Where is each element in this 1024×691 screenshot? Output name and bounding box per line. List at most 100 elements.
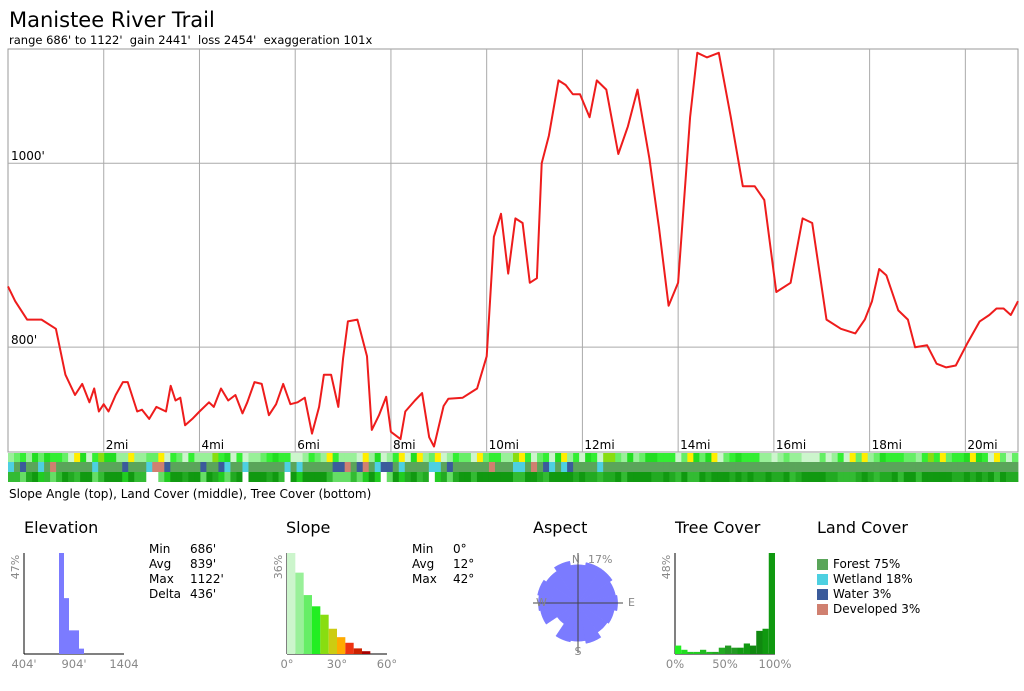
tree-cover-strip-cell: [194, 472, 201, 482]
x-tick-label: 20mi: [967, 438, 997, 452]
tree-cover-strip-cell: [8, 472, 15, 482]
stat-value: 1122': [190, 572, 224, 586]
land-cover-strip-cell: [8, 462, 15, 472]
land-cover-strip-cell: [182, 462, 189, 472]
tree-cover-strip-cell: [290, 472, 297, 482]
slope-strip-cell: [777, 453, 784, 462]
tree-cover-strip-cell: [260, 472, 267, 482]
slope-strip-cell: [957, 453, 965, 462]
land-cover-strip-cell: [134, 462, 141, 472]
slope-strip-cell: [428, 453, 436, 462]
land-cover-strip-cell: [104, 462, 111, 472]
slope-strip-cell: [332, 453, 340, 462]
slope-strip-cell: [38, 453, 45, 462]
land-cover-strip-cell: [20, 462, 27, 472]
tree-cover-strip-cell: [783, 472, 790, 482]
hist-x-tick-label: 0%: [666, 657, 684, 671]
slope-strip-cell: [488, 453, 496, 462]
slope-strip-cell: [945, 453, 953, 462]
slope-strip-cell: [272, 453, 279, 462]
tree-cover-strip-cell: [939, 472, 947, 482]
tree-cover-strip-cell: [849, 472, 857, 482]
slope-strip-cell: [110, 453, 117, 462]
slope-strip-cell: [422, 453, 430, 462]
slope-strip-cell: [1011, 453, 1019, 462]
tree-cover-strip-cell: [488, 472, 496, 482]
slope-strip-cell: [915, 453, 923, 462]
land-cover-strip-cell: [218, 462, 225, 472]
land-cover-strip-cell: [549, 462, 556, 472]
tree-cover-strip-cell: [801, 472, 808, 482]
land-cover-strip-cell: [188, 462, 195, 472]
land-cover-strip-cell: [68, 462, 75, 472]
land-cover-strip-cell: [975, 462, 983, 472]
slope-strip-cell: [909, 453, 917, 462]
land-cover-strip-cell: [525, 462, 532, 472]
tree-cover-strip-cell: [909, 472, 917, 482]
land-cover-strip-cell: [747, 462, 754, 472]
slope-strip-cell: [525, 453, 532, 462]
land-cover-strip-cell: [464, 462, 472, 472]
land-cover-strip-cell: [398, 462, 406, 472]
x-tick-label: 16mi: [776, 438, 806, 452]
slope-strip-cell: [933, 453, 941, 462]
slope-strip-cell: [290, 453, 297, 462]
land-cover-strip-cell: [458, 462, 466, 472]
tree-cover-strip-cell: [86, 472, 93, 482]
land-cover-strip-cell: [212, 462, 219, 472]
land-cover-strip-cell: [248, 462, 255, 472]
slope-stats: Min 0° Avg 12° Max 42°: [412, 542, 474, 587]
tree-cover-strip-cell: [513, 472, 520, 482]
land-cover-strip-cell: [603, 462, 610, 472]
slope-strip-cell: [140, 453, 147, 462]
land-cover-strip-cell: [807, 462, 814, 472]
tree-cover-strip-cell: [170, 472, 177, 482]
slope-strip-cell: [14, 453, 21, 462]
tree-cover-strip-cell: [579, 472, 586, 482]
tree-cover-strip-cell: [164, 472, 171, 482]
land-cover-strip-cell: [537, 462, 544, 472]
slope-strip-cell: [68, 453, 75, 462]
x-tick-label: 12mi: [584, 438, 614, 452]
slope-strip-cell: [807, 453, 814, 462]
land-cover-strip-cell: [783, 462, 790, 472]
land-cover-strip-cell: [939, 462, 947, 472]
land-cover-strip-cell: [254, 462, 261, 472]
land-cover-strip-cell: [591, 462, 598, 472]
land-cover-strip-cell: [813, 462, 821, 472]
slope-strip-cell: [74, 453, 81, 462]
tree-cover-strip-cell: [218, 472, 225, 482]
slope-strip-cell: [164, 453, 171, 462]
land-cover-strip-cell: [711, 462, 718, 472]
land-cover-strip-cell: [260, 462, 267, 472]
slope-strip-cell: [681, 453, 688, 462]
land-cover-strip-cell: [122, 462, 129, 472]
slope-strip-cell: [464, 453, 472, 462]
tree-cover-strip-cell: [302, 472, 309, 482]
land-cover-strip-cell: [446, 462, 454, 472]
tree-cover-strip-cell: [657, 472, 664, 482]
land-cover-strip-cell: [320, 462, 328, 472]
tree-cover-strip-cell: [422, 472, 430, 482]
slope-strip-cell: [218, 453, 225, 462]
tree-cover-strip-cell: [266, 472, 273, 482]
land-cover-strip-cell: [194, 462, 201, 472]
tree-cover-strip-cell: [531, 472, 538, 482]
tree-cover-strip-cell: [176, 472, 183, 482]
stat-value: 839': [190, 557, 217, 571]
slope-strip-cell: [981, 453, 989, 462]
land-cover-strip-cell: [987, 462, 995, 472]
slope-strip-cell: [32, 453, 39, 462]
tree-cover-strip-cell: [675, 472, 682, 482]
tree-cover-strip-cell: [1011, 472, 1019, 482]
stat-label: Delta: [149, 587, 182, 601]
slope-strip-cell: [398, 453, 406, 462]
legend-swatch: [817, 574, 828, 585]
tree-cover-strip-cell: [981, 472, 989, 482]
tree-cover-strip-cell: [272, 472, 279, 482]
slope-strip-cell: [537, 453, 544, 462]
tree-cover-strip-cell: [110, 472, 117, 482]
slope-strip-cell: [645, 453, 652, 462]
land-cover-legend: Forest 75% Wetland 18% Water 3% Developed 3…: [817, 557, 920, 617]
slope-strip-cell: [494, 453, 502, 462]
